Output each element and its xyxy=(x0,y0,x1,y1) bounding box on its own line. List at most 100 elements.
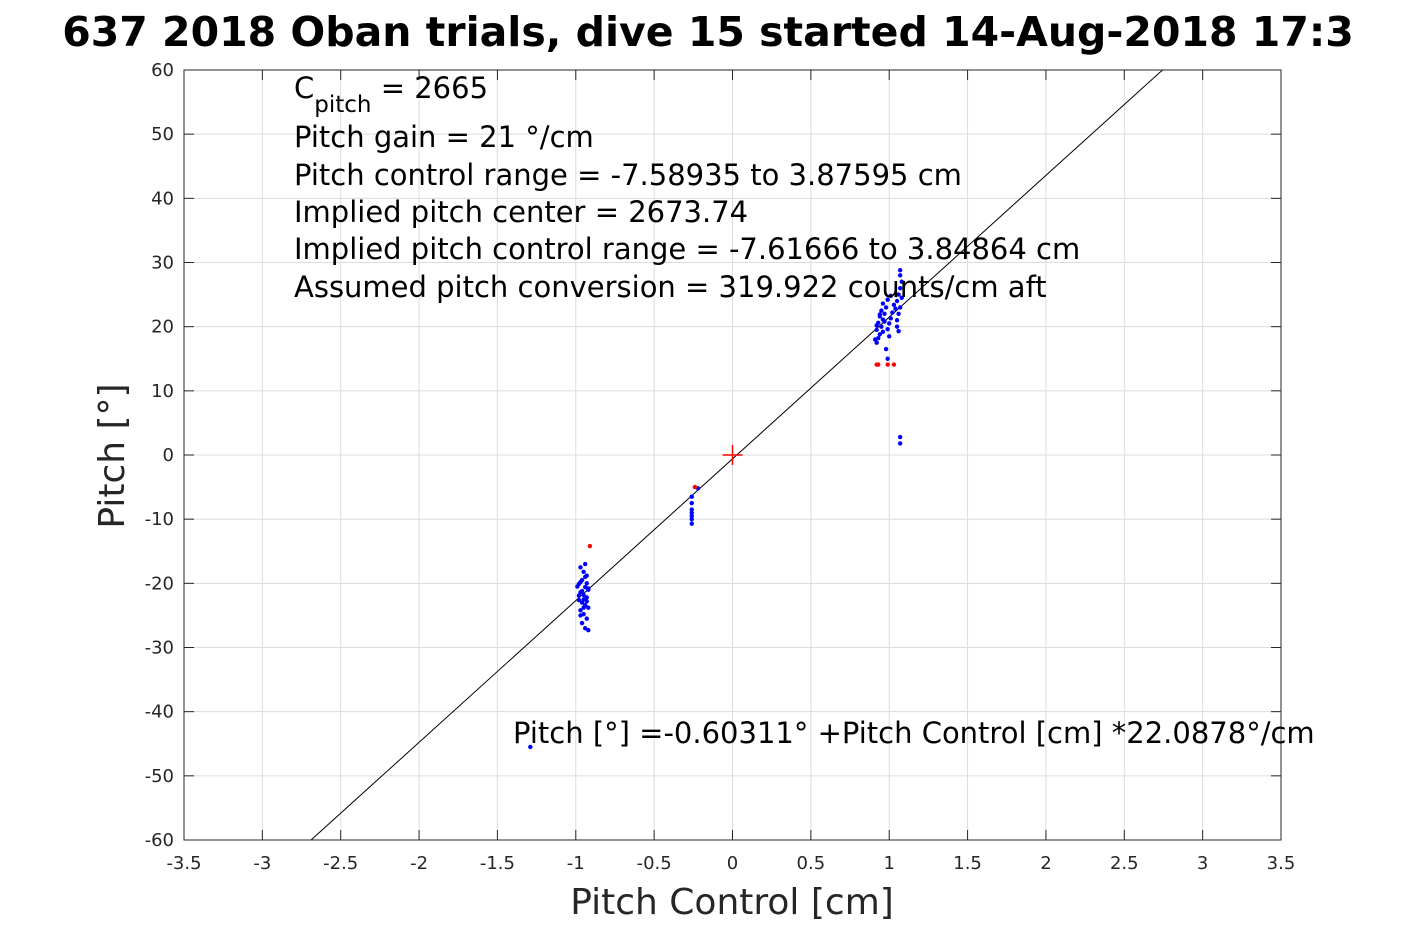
y-tick-label: 20 xyxy=(151,317,174,338)
annotation-pitch-gain: Pitch gain = 21 °/cm xyxy=(294,120,594,154)
data-point-blue xyxy=(882,311,887,317)
center-marker-group xyxy=(722,445,743,465)
data-point-blue xyxy=(689,507,694,512)
x-tick-label: 3 xyxy=(1197,853,1208,874)
x-tick-label: -2.5 xyxy=(323,853,358,874)
chart-title: 637 2018 Oban trials, dive 15 started 14… xyxy=(62,8,1354,56)
x-tick-label: 2 xyxy=(1040,853,1051,874)
data-point-blue xyxy=(689,494,694,499)
y-tick-label: -30 xyxy=(145,638,174,659)
data-point-blue xyxy=(888,316,893,321)
x-tick-label: -3 xyxy=(253,853,271,874)
data-point-blue xyxy=(578,608,583,613)
annotation-control-range: Pitch control range = -7.58935 to 3.8759… xyxy=(294,158,962,192)
data-point-blue xyxy=(578,613,583,618)
data-point-blue xyxy=(576,597,582,603)
data-point-blue xyxy=(578,579,583,585)
data-point-red xyxy=(876,362,881,367)
data-point-blue xyxy=(883,346,889,352)
y-tick-label: -20 xyxy=(145,573,174,594)
data-point-blue xyxy=(897,305,903,310)
annotation-pitch-center: Implied pitch center = 2673.74 xyxy=(294,195,748,229)
y-tick-label: 10 xyxy=(151,381,174,402)
data-point-blue xyxy=(579,588,585,594)
data-point-blue xyxy=(578,565,583,570)
x-tick-label: 0 xyxy=(727,853,738,874)
data-point-blue xyxy=(586,605,591,610)
data-point-blue xyxy=(888,293,893,299)
data-point-blue xyxy=(872,337,878,342)
x-tick-label: -3.5 xyxy=(166,853,201,874)
data-point-blue xyxy=(586,586,591,591)
x-tick-label: -1 xyxy=(567,853,585,874)
data-point-red xyxy=(587,543,593,549)
x-axis-label: Pitch Control [cm] xyxy=(570,882,894,923)
annotation-cpitch-subscript: pitch xyxy=(314,92,371,118)
y-tick-label: -50 xyxy=(145,766,174,787)
data-point-blue xyxy=(689,500,694,506)
data-point-blue xyxy=(885,327,890,332)
data-point-blue xyxy=(689,521,694,526)
data-point-blue xyxy=(874,323,879,328)
data-point-red xyxy=(891,362,897,367)
data-point-blue xyxy=(882,319,887,324)
annotation-cpitch-value: = 2665 xyxy=(371,71,488,105)
y-axis-label: Pitch [°] xyxy=(92,383,133,528)
data-point-blue xyxy=(877,312,883,317)
y-tick-label: -10 xyxy=(145,509,174,530)
tick-marks xyxy=(183,69,1282,841)
fit-equation: Pitch [°] =-0.60311° +Pitch Control [cm]… xyxy=(513,716,1315,750)
annotation-cpitch: Cpitch = 2665 xyxy=(294,71,488,118)
data-point-blue xyxy=(874,327,879,333)
data-point-blue xyxy=(581,592,586,598)
y-tick-label: 30 xyxy=(151,253,174,274)
data-point-blue xyxy=(586,627,591,633)
annotation-implied-range: Implied pitch control range = -7.61666 t… xyxy=(294,232,1080,266)
data-point-blue xyxy=(575,584,580,589)
data-point-blue xyxy=(879,308,884,313)
data-point-blue xyxy=(879,324,884,329)
x-tick-label: 1.5 xyxy=(953,853,982,874)
data-point-red xyxy=(885,362,890,367)
data-point-blue xyxy=(891,302,897,308)
data-point-blue xyxy=(883,305,889,310)
x-tick-label: 2.5 xyxy=(1110,853,1139,874)
data-point-blue xyxy=(877,332,883,337)
x-tick-label: -0.5 xyxy=(637,853,672,874)
data-point-blue xyxy=(581,569,586,574)
data-point-blue xyxy=(689,513,694,519)
data-point-blue xyxy=(579,620,585,626)
data-point-blue xyxy=(894,318,900,323)
x-tick-labels: -3.5 -3 -2.5 -2 -1.5 -1 -0.5 0 0.5 1 1.5 2 2.5 3 3.5 xyxy=(166,853,1295,874)
x-tick-label: 1 xyxy=(883,853,894,874)
data-point-blue xyxy=(582,561,588,567)
data-point-blue xyxy=(581,605,586,610)
data-point-blue xyxy=(582,574,588,580)
y-tick-label: -40 xyxy=(145,702,174,723)
x-tick-label: -1.5 xyxy=(480,853,515,874)
data-point-blue xyxy=(528,744,533,750)
data-point-red xyxy=(692,484,698,490)
data-point-blue xyxy=(896,292,901,297)
data-point-blue xyxy=(899,295,904,300)
x-tick-label: 3.5 xyxy=(1267,853,1296,874)
data-point-blue xyxy=(887,334,892,339)
data-point-blue xyxy=(897,441,903,446)
data-point-blue xyxy=(885,297,890,302)
data-point-blue xyxy=(896,328,901,334)
data-point-blue xyxy=(689,510,694,515)
y-tick-label: 0 xyxy=(163,445,174,466)
data-point-blue xyxy=(880,329,886,334)
data-point-blue xyxy=(894,298,900,304)
data-point-blue xyxy=(880,301,886,306)
data-point-blue xyxy=(887,321,892,326)
y-tick-labels: -60 -50 -40 -30 -20 -10 0 10 20 30 40 50 60 xyxy=(145,60,174,851)
x-tick-label: 0.5 xyxy=(797,853,826,874)
data-point-blue xyxy=(897,268,903,273)
data-point-blue xyxy=(584,616,589,621)
data-point-blue xyxy=(894,324,900,329)
annotation-conversion: Assumed pitch conversion = 319.922 count… xyxy=(294,270,1047,304)
x-tick-label: -2 xyxy=(410,853,428,874)
data-point-blue xyxy=(576,593,582,598)
